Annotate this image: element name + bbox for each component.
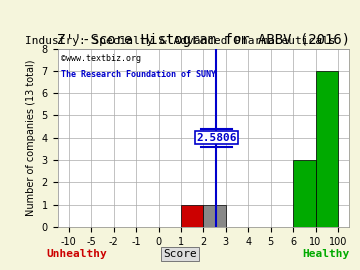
Text: ©www.textbiz.org: ©www.textbiz.org	[60, 54, 140, 63]
Text: The Research Foundation of SUNY: The Research Foundation of SUNY	[60, 70, 216, 79]
Text: Healthy: Healthy	[302, 249, 349, 259]
Text: Unhealthy: Unhealthy	[47, 249, 108, 259]
Bar	[316, 71, 338, 227]
Title: Z''-Score Histogram for ABBV (2016): Z''-Score Histogram for ABBV (2016)	[57, 33, 350, 48]
Y-axis label: Number of companies (13 total): Number of companies (13 total)	[26, 59, 36, 216]
Text: 2.5806: 2.5806	[196, 133, 237, 143]
Text: Score: Score	[163, 249, 197, 259]
Text: Industry: Specialty & Advanced Pharmaceuticals: Industry: Specialty & Advanced Pharmaceu…	[25, 36, 335, 46]
Bar	[181, 205, 203, 227]
Bar	[203, 205, 226, 227]
Bar	[293, 160, 316, 227]
